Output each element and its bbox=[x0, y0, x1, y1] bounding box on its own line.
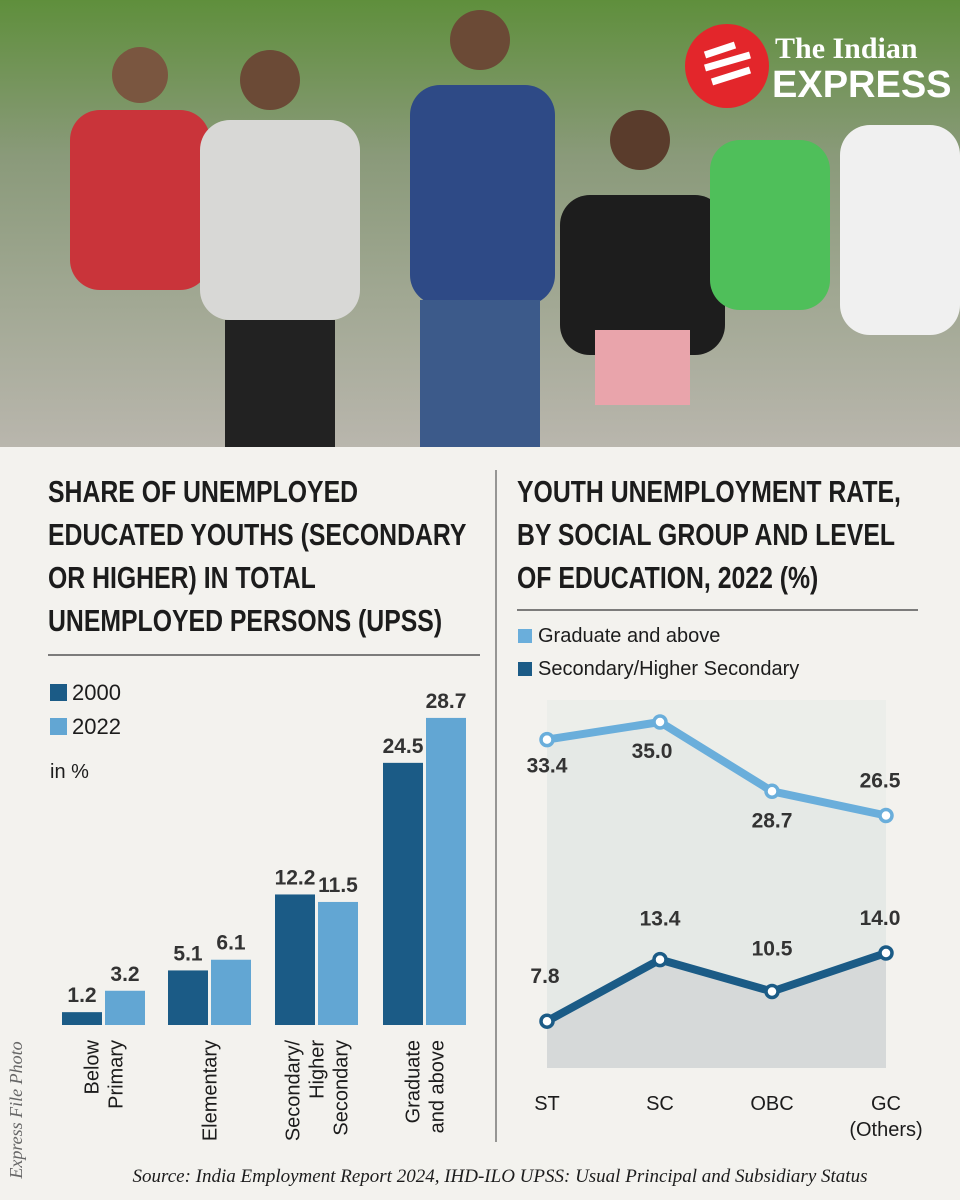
legend-label: 2000 bbox=[72, 680, 121, 705]
bar bbox=[318, 901, 358, 1025]
point bbox=[652, 714, 668, 730]
bar bbox=[426, 717, 466, 1025]
logo-line2: EXPRESS bbox=[772, 64, 952, 106]
x-tick-label: Graduate and above bbox=[403, 1040, 449, 1133]
chart-title: SHARE OF UNEMPLOYED EDUCATED YOUTHS (SEC… bbox=[48, 474, 466, 638]
subtitle: in % bbox=[50, 761, 89, 783]
value-label: 24.5 bbox=[383, 735, 424, 758]
point bbox=[764, 783, 780, 800]
logo-line1: The Indian bbox=[775, 32, 918, 65]
bar bbox=[105, 990, 145, 1025]
value-label: 28.7 bbox=[752, 809, 793, 832]
value-label: 7.8 bbox=[530, 965, 560, 988]
x-tick-label: Elementary bbox=[200, 1040, 222, 1141]
value-label: 33.4 bbox=[527, 755, 568, 778]
line bbox=[546, 718, 887, 820]
x-tick-label: Secondary/Higher Secondary bbox=[283, 1040, 353, 1142]
legend-swatch bbox=[50, 718, 67, 735]
legend-swatch bbox=[50, 684, 67, 701]
bar bbox=[211, 959, 251, 1025]
legend-swatch bbox=[518, 662, 532, 676]
value-label: 13.4 bbox=[640, 908, 681, 931]
bar bbox=[168, 970, 208, 1025]
value-label: 11.5 bbox=[318, 874, 358, 897]
point bbox=[652, 951, 668, 968]
photo-credit: Express File Photo bbox=[6, 1041, 26, 1179]
value-label: 1.2 bbox=[67, 984, 96, 1007]
bar bbox=[275, 894, 315, 1025]
value-label: 12.2 bbox=[275, 866, 316, 889]
x-tick-label: Below Primary bbox=[82, 1039, 128, 1108]
legend-label: 2022 bbox=[72, 714, 121, 739]
point bbox=[539, 731, 555, 748]
photo bbox=[0, 0, 960, 447]
point bbox=[878, 807, 894, 824]
logo: The Indian EXPRESS bbox=[685, 24, 952, 108]
value-label: 3.2 bbox=[110, 963, 139, 986]
point bbox=[878, 945, 894, 961]
legend-label: Secondary/Higher Secondary bbox=[538, 658, 799, 680]
legend-swatch bbox=[518, 629, 532, 643]
x-tick-label: ST bbox=[534, 1093, 560, 1115]
value-label: 14.0 bbox=[860, 907, 901, 930]
chart-title: YOUTH UNEMPLOYMENT RATE, BY SOCIAL GROUP… bbox=[517, 474, 901, 595]
x-tick-label: OBC bbox=[750, 1093, 793, 1115]
legend-label: Graduate and above bbox=[538, 625, 720, 647]
value-label: 10.5 bbox=[752, 938, 793, 961]
point bbox=[764, 983, 780, 1000]
line bbox=[545, 949, 888, 1025]
value-label: 35.0 bbox=[632, 740, 673, 763]
value-label: 6.1 bbox=[216, 932, 246, 955]
value-label: 28.7 bbox=[426, 690, 467, 713]
bar bbox=[383, 762, 423, 1025]
x-tick-label: SC bbox=[646, 1093, 674, 1115]
value-label: 26.5 bbox=[860, 770, 901, 793]
bar bbox=[62, 1012, 102, 1025]
x-tick-label: GC (Others) bbox=[849, 1093, 922, 1141]
value-label: 5.1 bbox=[173, 942, 203, 965]
point bbox=[539, 1013, 555, 1029]
source: Source: India Employment Report 2024, IH… bbox=[133, 1166, 868, 1187]
